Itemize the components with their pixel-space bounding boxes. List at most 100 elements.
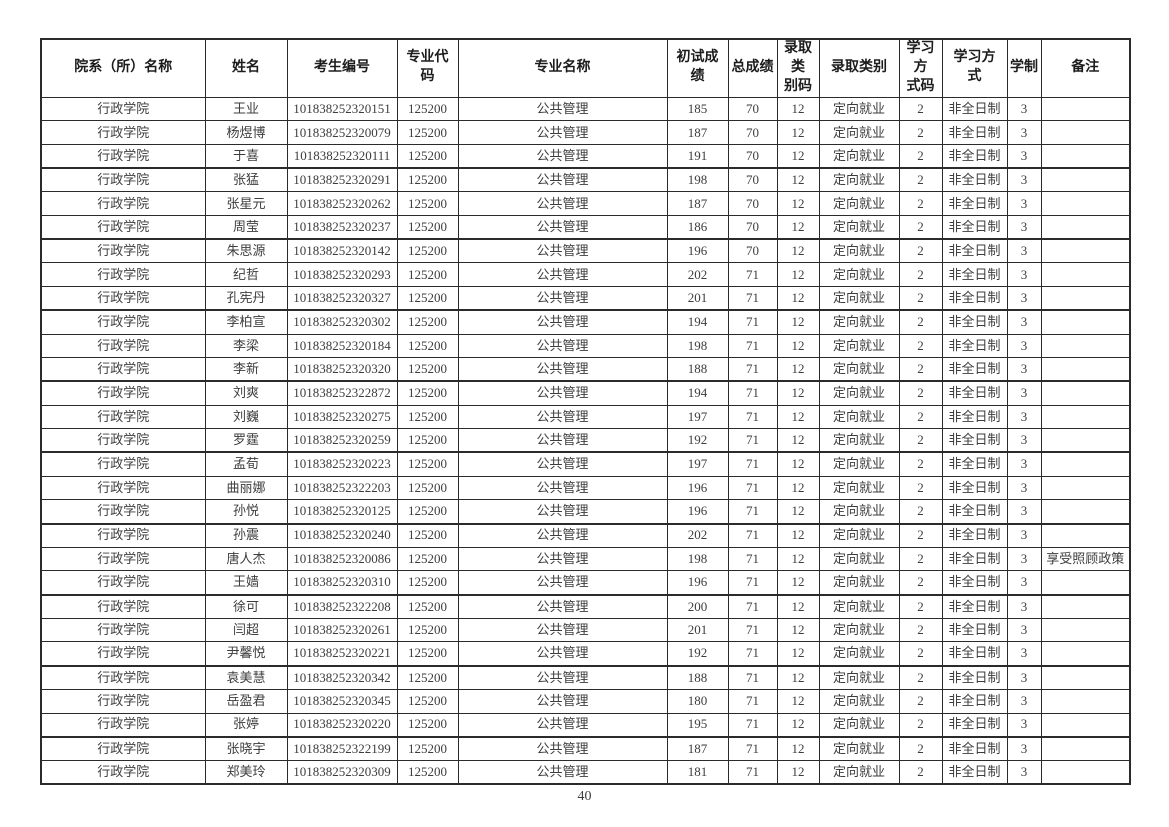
cell-total-score: 71 — [727, 665, 778, 690]
cell-study-mode: 非全日制 — [941, 404, 1008, 430]
cell-total-score: 71 — [727, 333, 778, 359]
cell-candidate-number: 101838252320327 — [286, 286, 398, 312]
cell-initial-score: 188 — [666, 665, 729, 690]
cell-total-score: 71 — [727, 736, 778, 761]
cell-study-mode: 非全日制 — [941, 736, 1008, 761]
cell-name: 于喜 — [204, 144, 288, 170]
cell-admission-category: 定向就业 — [818, 641, 900, 667]
cell-major-code: 125200 — [396, 404, 459, 430]
cell-duration: 3 — [1006, 96, 1042, 122]
cell-candidate-number: 101838252322199 — [286, 736, 398, 761]
cell-admission-category-code: 12 — [776, 286, 820, 312]
cell-study-mode-code: 2 — [898, 523, 943, 548]
cell-admission-category: 定向就业 — [818, 238, 900, 264]
cell-admission-category-code: 12 — [776, 428, 820, 454]
cell-initial-score: 201 — [666, 286, 729, 312]
cell-study-mode-code: 2 — [898, 451, 943, 477]
cell-department: 行政学院 — [40, 404, 206, 430]
cell-candidate-number: 101838252320237 — [286, 215, 398, 241]
table-row: 行政学院 罗霆 101838252320259 125200 公共管理 192 71 12 定向… — [40, 428, 1131, 454]
cell-department: 行政学院 — [40, 546, 206, 572]
cell-initial-score: 198 — [666, 167, 729, 193]
cell-total-score: 71 — [727, 523, 778, 548]
cell-study-mode-code: 2 — [898, 238, 943, 264]
cell-department: 行政学院 — [40, 286, 206, 312]
cell-study-mode: 非全日制 — [941, 262, 1008, 288]
cell-major-code: 125200 — [396, 120, 459, 146]
cell-initial-score: 187 — [666, 191, 729, 217]
cell-name: 王嫱 — [204, 570, 288, 596]
cell-name: 刘巍 — [204, 404, 288, 430]
cell-admission-category: 定向就业 — [818, 759, 900, 785]
cell-initial-score: 198 — [666, 333, 729, 359]
table-row: 行政学院 朱思源 101838252320142 125200 公共管理 196 70 12 定… — [40, 238, 1131, 264]
table-row: 行政学院 刘爽 101838252322872 125200 公共管理 194 71 12 定向… — [40, 380, 1131, 406]
table-row: 行政学院 岳盈君 101838252320345 125200 公共管理 180 71 12 定… — [40, 688, 1131, 714]
cell-study-mode-code: 2 — [898, 357, 943, 383]
cell-department: 行政学院 — [40, 523, 206, 548]
cell-study-mode: 非全日制 — [941, 96, 1008, 122]
cell-major-code: 125200 — [396, 333, 459, 359]
cell-remarks — [1040, 428, 1131, 454]
cell-duration: 3 — [1006, 523, 1042, 548]
cell-initial-score: 201 — [666, 617, 729, 643]
cell-study-mode: 非全日制 — [941, 309, 1008, 335]
cell-department: 行政学院 — [40, 357, 206, 383]
cell-department: 行政学院 — [40, 380, 206, 406]
cell-duration: 3 — [1006, 309, 1042, 335]
cell-admission-category-code: 12 — [776, 404, 820, 430]
cell-major-code: 125200 — [396, 286, 459, 312]
cell-admission-category: 定向就业 — [818, 475, 900, 501]
column-header-study-mode: 学习方 式 — [941, 38, 1008, 98]
cell-remarks — [1040, 191, 1131, 217]
table-body: 行政学院 王业 101838252320151 125200 公共管理 185 70 12 定向… — [40, 96, 1131, 785]
column-header-major-name: 专业名称 — [457, 38, 668, 98]
cell-major-name: 公共管理 — [457, 96, 668, 122]
cell-major-name: 公共管理 — [457, 357, 668, 383]
cell-duration: 3 — [1006, 594, 1042, 619]
cell-duration: 3 — [1006, 167, 1042, 193]
table-row: 行政学院 张猛 101838252320291 125200 公共管理 198 70 12 定向… — [40, 167, 1131, 193]
cell-duration: 3 — [1006, 333, 1042, 359]
cell-admission-category: 定向就业 — [818, 144, 900, 170]
column-header-major-code: 专业代 码 — [396, 38, 459, 98]
cell-admission-category-code: 12 — [776, 357, 820, 383]
cell-total-score: 71 — [727, 380, 778, 406]
cell-major-name: 公共管理 — [457, 523, 668, 548]
cell-major-name: 公共管理 — [457, 499, 668, 525]
cell-study-mode: 非全日制 — [941, 570, 1008, 596]
cell-admission-category-code: 12 — [776, 736, 820, 761]
cell-major-name: 公共管理 — [457, 451, 668, 477]
cell-study-mode-code: 2 — [898, 191, 943, 217]
cell-admission-category: 定向就业 — [818, 357, 900, 383]
cell-remarks — [1040, 451, 1131, 477]
cell-admission-category-code: 12 — [776, 594, 820, 619]
table-row: 行政学院 刘巍 101838252320275 125200 公共管理 197 71 12 定向… — [40, 404, 1131, 430]
table-row: 行政学院 郑美玲 101838252320309 125200 公共管理 181 71 12 定… — [40, 759, 1131, 785]
cell-major-name: 公共管理 — [457, 570, 668, 596]
cell-duration: 3 — [1006, 451, 1042, 477]
cell-duration: 3 — [1006, 546, 1042, 572]
cell-name: 郑美玲 — [204, 759, 288, 785]
cell-initial-score: 194 — [666, 309, 729, 335]
cell-admission-category: 定向就业 — [818, 570, 900, 596]
cell-major-code: 125200 — [396, 736, 459, 761]
cell-major-code: 125200 — [396, 144, 459, 170]
cell-remarks — [1040, 262, 1131, 288]
cell-initial-score: 197 — [666, 404, 729, 430]
cell-name: 张猛 — [204, 167, 288, 193]
cell-admission-category: 定向就业 — [818, 736, 900, 761]
cell-initial-score: 196 — [666, 475, 729, 501]
cell-name: 张婷 — [204, 712, 288, 738]
cell-initial-score: 198 — [666, 546, 729, 572]
cell-remarks — [1040, 759, 1131, 785]
table-row: 行政学院 张婷 101838252320220 125200 公共管理 195 71 12 定向… — [40, 712, 1131, 738]
cell-study-mode: 非全日制 — [941, 759, 1008, 785]
cell-department: 行政学院 — [40, 428, 206, 454]
cell-department: 行政学院 — [40, 475, 206, 501]
cell-department: 行政学院 — [40, 759, 206, 785]
cell-admission-category-code: 12 — [776, 96, 820, 122]
cell-remarks — [1040, 617, 1131, 643]
cell-total-score: 71 — [727, 499, 778, 525]
cell-initial-score: 200 — [666, 594, 729, 619]
